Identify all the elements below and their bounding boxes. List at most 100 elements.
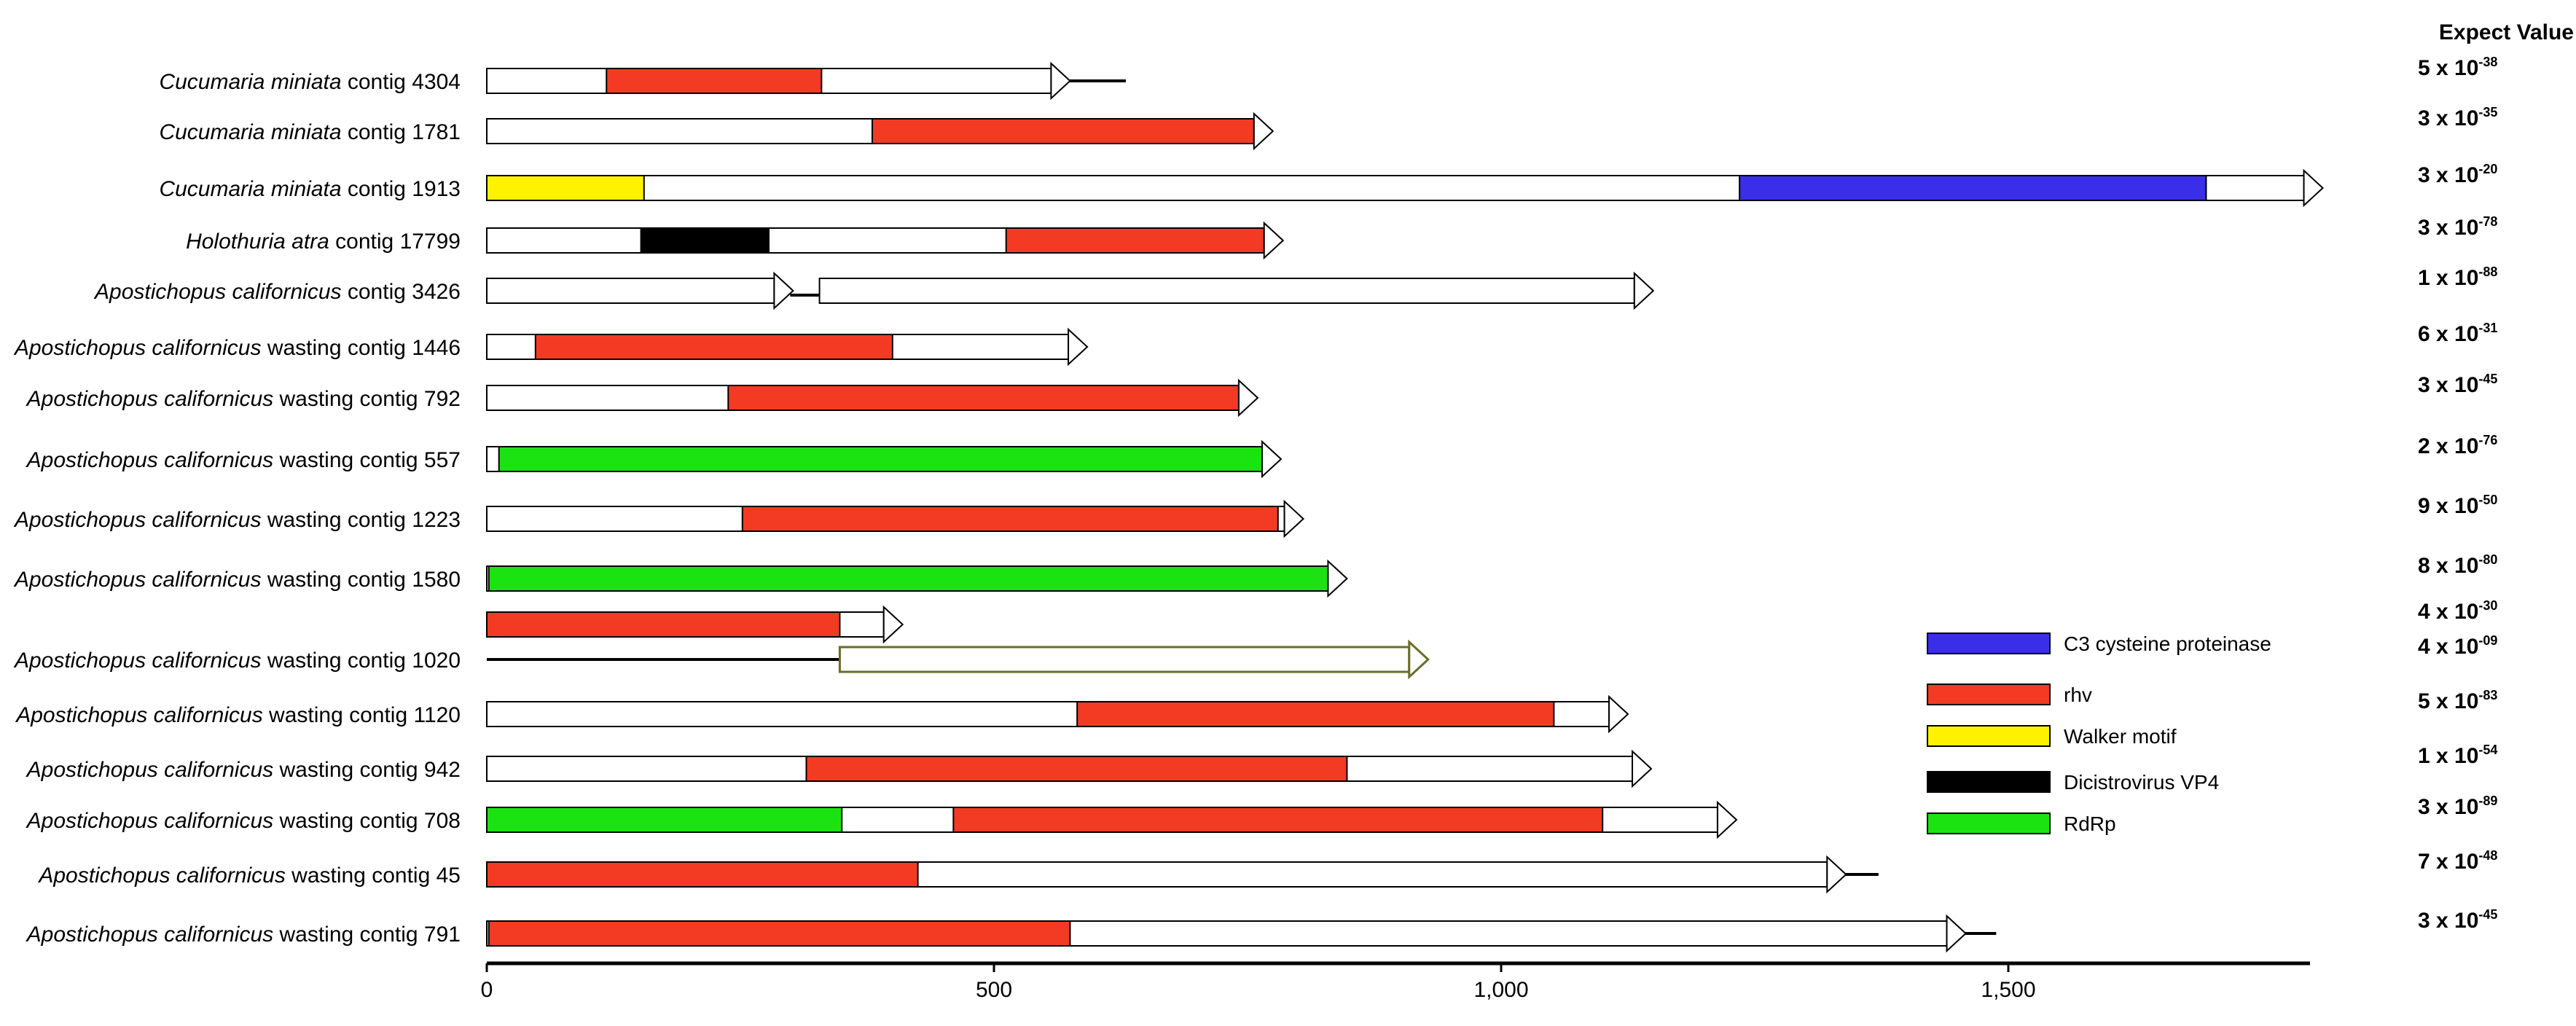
orf-arrowhead xyxy=(1632,749,1653,788)
contig-label: Cucumaria miniata contig 1913 xyxy=(159,177,461,201)
legend-swatch-vp4 xyxy=(1927,771,2051,793)
contig-label: Cucumaria miniata contig 4304 xyxy=(159,70,461,94)
times-ten: x 10 xyxy=(2430,322,2479,346)
contig-row: Apostichopus californicus wasting contig… xyxy=(26,743,2497,788)
expect-value-mantissa: 4 xyxy=(2418,600,2430,624)
contig-row: Apostichopus californicus wasting contig… xyxy=(13,321,2497,367)
species-name: Cucumaria miniata xyxy=(159,120,341,144)
times-ten: x 10 xyxy=(2430,795,2479,819)
expect-value: 3 x 10-45 xyxy=(2418,372,2497,397)
contig-id: wasting contig 1020 xyxy=(261,649,461,673)
expect-value-exponent: -35 xyxy=(2478,105,2497,120)
expect-value-mantissa: 3 xyxy=(2418,373,2430,397)
species-name: Apostichopus californicus xyxy=(13,649,262,673)
expect-value-exponent: -76 xyxy=(2478,433,2497,447)
species-name: Apostichopus californicus xyxy=(15,703,263,727)
expect-value-mantissa: 3 xyxy=(2418,795,2430,819)
contig-label: Apostichopus californicus wasting contig… xyxy=(26,923,461,947)
expect-value: 5 x 10-83 xyxy=(2418,688,2497,713)
legend-swatch-c3 xyxy=(1927,633,2051,654)
orf-arrowhead xyxy=(1068,327,1089,367)
times-ten: x 10 xyxy=(2430,494,2479,518)
expect-value-mantissa: 1 xyxy=(2418,744,2430,768)
times-ten: x 10 xyxy=(2430,106,2479,130)
expect-value: 7 x 10-48 xyxy=(2418,848,2497,874)
times-ten: x 10 xyxy=(2430,266,2479,290)
expect-value-exponent: -45 xyxy=(2478,907,2497,922)
expect-value-exponent: -50 xyxy=(2478,493,2497,507)
expect-value-exponent: -09 xyxy=(2478,633,2497,648)
contig-id: contig 1781 xyxy=(342,120,461,144)
domain-rhv xyxy=(805,756,1348,782)
domain-rdrp xyxy=(498,446,1263,472)
times-ten: x 10 xyxy=(2430,744,2479,768)
expect-value: 4 x 10-09 xyxy=(2418,633,2497,659)
orf-arrowhead xyxy=(1261,439,1283,479)
legend-label: Dicistrovirus VP4 xyxy=(2064,771,2219,794)
contig-row: Apostichopus californicus wasting contig… xyxy=(37,848,2497,894)
orf-arrowhead xyxy=(773,271,794,310)
expect-value-mantissa: 3 xyxy=(2418,106,2430,130)
domain-rdrp xyxy=(486,807,843,833)
orf-arrowhead xyxy=(1263,221,1285,260)
times-ten: x 10 xyxy=(2430,163,2479,187)
domain-walker xyxy=(486,175,645,201)
contig-id: contig 17799 xyxy=(329,230,461,254)
species-name: Cucumaria miniata xyxy=(159,177,341,201)
times-ten: x 10 xyxy=(2430,373,2479,397)
expect-value: 3 x 10-20 xyxy=(2418,162,2497,187)
domain-rhv xyxy=(486,861,919,888)
contig-label: Cucumaria miniata contig 1781 xyxy=(159,120,461,144)
legend-swatch-walker xyxy=(1927,725,2051,747)
expect-value-exponent: -89 xyxy=(2478,794,2497,808)
expect-value: 3 x 10-89 xyxy=(2418,794,2497,819)
expect-value: 1 x 10-54 xyxy=(2418,743,2497,768)
contig-row: Apostichopus californicus contig 3426 1 x… xyxy=(93,265,2497,310)
species-name: Apostichopus californicus xyxy=(13,568,262,592)
contig-row: Cucumaria miniata contig 4304 5 x 10-38 xyxy=(159,55,2497,101)
times-ten: x 10 xyxy=(2430,850,2479,874)
times-ten: x 10 xyxy=(2430,689,2479,713)
axis-tick-label: 1,500 xyxy=(1981,978,2035,1002)
expect-value-mantissa: 2 xyxy=(2418,434,2430,458)
species-name: Apostichopus californicus xyxy=(37,864,286,888)
orf-arrowhead xyxy=(1050,61,1071,101)
contig-label: Apostichopus californicus wasting contig… xyxy=(26,387,461,411)
species-name: Apostichopus californicus xyxy=(26,387,274,411)
expect-value-exponent: -80 xyxy=(2478,552,2497,567)
axis-tick-label: 1,000 xyxy=(1473,978,1528,1002)
expect-value: 3 x 10-45 xyxy=(2418,907,2497,933)
contig-row: Cucumaria miniata contig 1913 3 x 10-20 xyxy=(159,162,2497,208)
species-name: Apostichopus californicus xyxy=(26,758,274,782)
contig-id: wasting contig 791 xyxy=(273,923,461,947)
contig-id: wasting contig 1223 xyxy=(261,508,461,532)
domain-rhv xyxy=(871,118,1255,144)
expect-value-exponent: -31 xyxy=(2478,321,2497,335)
expect-value: 3 x 10-78 xyxy=(2418,214,2497,240)
legend-label: Walker motif xyxy=(2064,725,2177,748)
expect-value-mantissa: 1 xyxy=(2418,266,2430,290)
orf-arrowhead xyxy=(1408,639,1430,680)
expect-value-mantissa: 3 xyxy=(2418,216,2430,240)
domain-rhv xyxy=(486,611,841,638)
x-axis: 0 500 1,000 1,500 xyxy=(481,961,2310,1002)
contig-label: Apostichopus californicus wasting contig… xyxy=(13,336,461,360)
expect-value: 8 x 10-80 xyxy=(2418,552,2497,578)
contig-row: Apostichopus californicus wasting contig… xyxy=(15,688,2497,734)
legend: C3 cysteine proteinase rhv Walker motif Dic… xyxy=(1927,633,2271,835)
orf-arrowhead xyxy=(1608,694,1629,734)
domain-rhv xyxy=(606,68,823,94)
domain-rhv xyxy=(1076,701,1555,727)
contig-id: contig 3426 xyxy=(342,280,461,304)
expect-value-exponent: -83 xyxy=(2478,688,2497,702)
domain-rhv xyxy=(727,385,1240,411)
expect-value-mantissa: 5 xyxy=(2418,689,2430,713)
species-name: Apostichopus californicus xyxy=(13,508,262,532)
contig-label: Apostichopus californicus wasting contig… xyxy=(13,508,461,532)
contig-label: Apostichopus californicus contig 3426 xyxy=(93,280,461,304)
species-name: Apostichopus californicus xyxy=(26,809,274,833)
expect-value-mantissa: 8 xyxy=(2418,554,2430,578)
domain-rhv xyxy=(741,506,1279,532)
expect-value-mantissa: 4 xyxy=(2418,635,2430,659)
